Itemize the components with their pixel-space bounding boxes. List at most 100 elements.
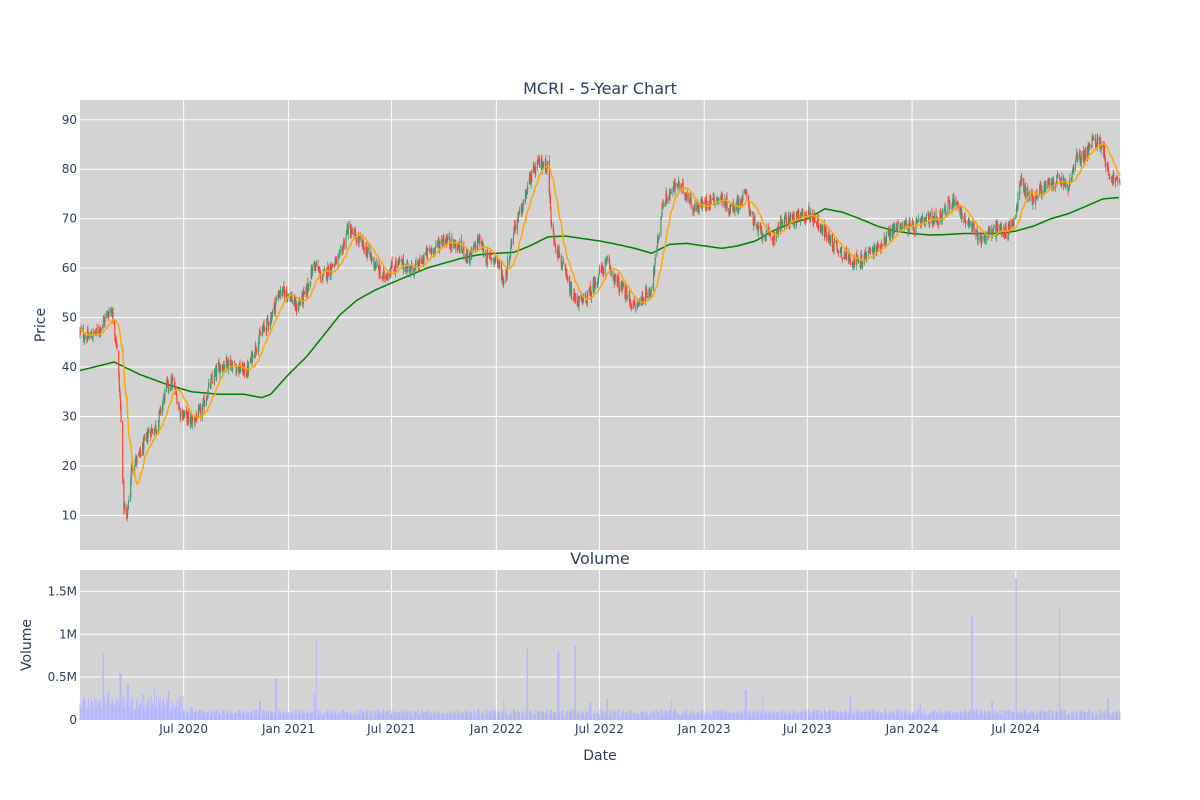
volume-bar	[108, 692, 109, 720]
volume-bar	[422, 713, 424, 720]
volume-bar	[508, 714, 510, 720]
candle	[228, 357, 230, 375]
volume-bar	[1027, 714, 1029, 720]
volume-bar	[725, 709, 727, 720]
volume-bar	[310, 712, 312, 720]
volume-bar	[575, 645, 576, 720]
volume-bar	[335, 713, 337, 720]
volume-bar	[487, 709, 489, 720]
candle	[1109, 173, 1111, 180]
candle	[798, 209, 800, 223]
volume-bar	[112, 698, 113, 720]
volume-bar	[596, 712, 598, 720]
volume-bar	[425, 712, 427, 720]
candle	[211, 374, 213, 383]
price-y-tick-label: 90	[62, 113, 77, 127]
volume-bar	[854, 712, 856, 720]
candle	[1108, 173, 1110, 180]
volume-bar	[1003, 714, 1005, 720]
candle	[566, 275, 569, 284]
volume-bar	[302, 710, 304, 720]
volume-bar	[584, 714, 586, 720]
candle	[256, 347, 258, 356]
volume-bar	[179, 700, 181, 720]
candle	[291, 291, 293, 303]
candle	[744, 189, 746, 196]
volume-bar	[761, 712, 763, 720]
volume-bar	[79, 702, 81, 720]
candle	[526, 189, 528, 195]
candle	[729, 203, 731, 214]
candle	[375, 261, 377, 271]
volume-bar	[774, 713, 776, 720]
volume-bar	[1099, 710, 1101, 720]
volume-bar	[413, 711, 415, 720]
volume-bar	[250, 713, 252, 720]
candle	[514, 224, 516, 231]
volume-bar	[482, 713, 484, 720]
volume-bar	[889, 714, 891, 720]
volume-bar	[806, 710, 808, 720]
volume-bar	[379, 713, 381, 720]
candle	[437, 240, 439, 248]
volume-bar	[597, 713, 599, 720]
candle	[160, 406, 162, 417]
volume-bar	[272, 713, 273, 720]
candle	[503, 277, 505, 287]
volume-bar	[589, 702, 591, 720]
volume-bar	[1108, 714, 1110, 720]
candle	[690, 193, 692, 209]
volume-bar	[904, 711, 906, 720]
volume-bar	[860, 714, 862, 720]
volume-bar	[315, 715, 317, 720]
candle	[192, 416, 194, 422]
volume-bar	[586, 712, 588, 720]
candle	[1019, 180, 1021, 186]
volume-bar	[760, 714, 762, 720]
candle	[162, 400, 164, 417]
candle	[864, 249, 866, 262]
candle	[593, 276, 595, 297]
candle	[1001, 233, 1003, 237]
candle	[419, 254, 421, 265]
volume-bar	[522, 711, 524, 720]
volume-bar	[231, 712, 233, 720]
volume-bar	[1039, 710, 1041, 720]
volume-bar	[414, 711, 416, 720]
volume-bar	[1004, 711, 1006, 720]
volume-bar	[814, 710, 816, 720]
candle	[351, 227, 353, 235]
volume-bar	[863, 711, 865, 720]
candle	[1072, 164, 1074, 173]
volume-bar	[609, 713, 611, 720]
volume-bar	[809, 714, 811, 720]
volume-bar	[561, 709, 563, 720]
volume-bar	[381, 714, 383, 720]
candle	[1115, 177, 1117, 181]
ma-short-layer	[79, 142, 1121, 486]
volume-bar	[621, 710, 623, 720]
candle	[568, 275, 570, 286]
volume-bar	[374, 712, 376, 720]
candle	[597, 278, 599, 289]
candle	[401, 258, 403, 267]
candle	[749, 210, 751, 217]
volume-bar	[532, 714, 534, 720]
candle	[629, 297, 631, 310]
volume-bar	[801, 709, 803, 720]
volume-bar	[184, 712, 186, 720]
volume-bar	[630, 712, 632, 720]
volume-bar	[159, 698, 161, 720]
volume-bar	[239, 714, 241, 720]
candle	[920, 218, 922, 228]
volume-bar	[786, 714, 788, 720]
volume-bar	[717, 710, 719, 720]
candle	[365, 242, 367, 256]
volume-bar	[985, 714, 987, 720]
candle	[502, 269, 504, 280]
candle	[949, 199, 951, 213]
candle	[959, 205, 961, 217]
candle	[625, 294, 627, 303]
candle	[907, 223, 909, 237]
volume-bar	[778, 712, 780, 720]
